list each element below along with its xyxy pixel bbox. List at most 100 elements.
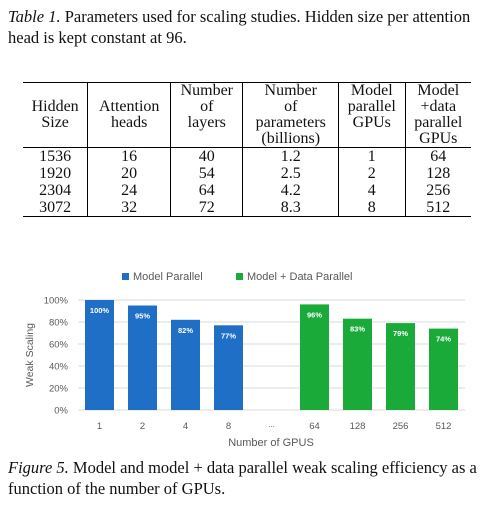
bar-model-parallel bbox=[214, 325, 243, 410]
table-cell: 1920 bbox=[23, 165, 89, 182]
table-caption: Table 1. Parameters used for scaling stu… bbox=[8, 6, 482, 48]
table-cell: 2 bbox=[338, 165, 406, 182]
data-label: 82% bbox=[178, 326, 193, 335]
figure-caption: Figure 5. Model and model + data paralle… bbox=[8, 457, 482, 499]
table-caption-text: Parameters used for scaling studies. Hid… bbox=[8, 7, 471, 47]
x-tick-label: 2 bbox=[140, 421, 145, 432]
table-cell: 16 bbox=[87, 147, 172, 165]
legend-swatch bbox=[236, 273, 243, 280]
table-row: 1920 20 54 2.5 2 128 bbox=[23, 165, 471, 182]
table-cell: 3072 bbox=[23, 199, 89, 217]
bar-model-data-parallel bbox=[386, 323, 415, 410]
table-header-cell: GPUs bbox=[405, 131, 471, 148]
table-header-cell bbox=[170, 131, 244, 148]
table-header-cell: Attention bbox=[87, 99, 172, 115]
table-cell: 128 bbox=[426, 164, 451, 182]
parameters-table: Number Number Model Model Hidden Attention of o… bbox=[23, 82, 471, 217]
table-cell: 2304 bbox=[23, 182, 89, 199]
bar-model-data-parallel bbox=[343, 318, 372, 410]
data-label: 79% bbox=[393, 329, 408, 338]
table-cell: 256 bbox=[426, 181, 451, 199]
table-cell: 4.2 bbox=[242, 182, 340, 199]
x-axis-title: Number of GPUS bbox=[228, 437, 314, 449]
table-header-cell: Hidden bbox=[23, 99, 89, 115]
table-header-cell: of bbox=[242, 99, 340, 115]
table-header-cell: layers bbox=[170, 115, 244, 131]
table-header-cell: Size bbox=[23, 115, 89, 131]
table-header-cell: Number bbox=[242, 82, 340, 99]
x-tick-label: 512 bbox=[436, 421, 452, 432]
table-cell: 4 bbox=[338, 182, 406, 199]
table-header-row: Size heads layers parameters GPUs parallel bbox=[23, 115, 471, 131]
table-cell: 1536 bbox=[23, 147, 89, 165]
table-cell: 8.3 bbox=[242, 199, 340, 217]
data-label: 96% bbox=[307, 310, 322, 319]
table-header-row: Number Number Model Model bbox=[23, 82, 471, 99]
table-caption-label: Table 1. bbox=[8, 7, 61, 26]
table-row: 2304 24 64 4.2 4 256 bbox=[23, 182, 471, 199]
data-label: 100% bbox=[90, 306, 110, 315]
x-tick-label: 128 bbox=[350, 421, 366, 432]
legend-entry: Model + Data Parallel bbox=[247, 271, 352, 283]
data-label: 77% bbox=[221, 331, 236, 340]
figure-caption-label: Figure 5. bbox=[8, 458, 69, 477]
legend-entry: Model Parallel bbox=[133, 271, 203, 283]
table-cell: 64 bbox=[430, 147, 447, 165]
bar-model-parallel bbox=[171, 319, 200, 410]
table-header-cell: (billions) bbox=[242, 131, 340, 148]
table-header-cell: parallel bbox=[338, 99, 406, 115]
table-header-cell: +data bbox=[420, 98, 457, 115]
data-label: 95% bbox=[135, 312, 150, 321]
bar-model-data-parallel bbox=[429, 328, 458, 410]
table-header-cell: parameters bbox=[242, 115, 340, 131]
table-header-cell: GPUs bbox=[338, 115, 406, 131]
table-header-cell: parallel bbox=[414, 114, 463, 131]
table-cell: 1.2 bbox=[242, 147, 340, 165]
table-header-cell bbox=[23, 131, 89, 148]
table-cell: 8 bbox=[338, 199, 406, 217]
y-tick-label: 0% bbox=[54, 406, 68, 417]
data-label: 83% bbox=[350, 325, 365, 334]
y-tick-label: 40% bbox=[49, 362, 69, 373]
legend-swatch bbox=[122, 273, 129, 280]
y-tick-label: 80% bbox=[49, 318, 69, 329]
table-cell: 24 bbox=[87, 182, 172, 199]
x-tick-label: 64 bbox=[309, 421, 320, 432]
table-header-row: (billions) GPUs bbox=[23, 131, 471, 148]
table-header-cell: of bbox=[170, 99, 244, 115]
table-header-cell bbox=[338, 131, 406, 148]
data-label: 74% bbox=[436, 335, 451, 344]
y-axis-title: Weak Scaling bbox=[24, 323, 36, 387]
table-cell: 512 bbox=[405, 199, 471, 217]
table-header-cell bbox=[87, 131, 172, 148]
table-cell: 32 bbox=[87, 199, 172, 217]
table-header-cell: Number bbox=[170, 82, 244, 99]
table-row: 1536 16 40 1.2 1 64 bbox=[23, 147, 471, 165]
x-tick-label: 256 bbox=[393, 421, 409, 432]
table-cell: 54 bbox=[170, 165, 244, 182]
table-row: 3072 32 72 8.3 8 512 bbox=[23, 199, 471, 217]
table-cell: 40 bbox=[170, 147, 244, 165]
y-tick-label: 100% bbox=[44, 296, 69, 307]
table-cell: 72 bbox=[170, 199, 244, 217]
x-tick-label: ... bbox=[268, 420, 275, 429]
bar-model-parallel bbox=[85, 300, 114, 410]
bar-model-data-parallel bbox=[300, 304, 329, 410]
x-tick-label: 4 bbox=[183, 421, 188, 432]
table-cell: 2.5 bbox=[242, 165, 340, 182]
y-tick-label: 60% bbox=[49, 340, 69, 351]
table-header-cell bbox=[87, 82, 172, 99]
table-cell: 20 bbox=[87, 165, 172, 182]
figure-caption-text: Model and model + data parallel weak sca… bbox=[8, 458, 477, 498]
x-tick-label: 1 bbox=[97, 421, 102, 432]
table-header-cell: Model bbox=[405, 82, 471, 99]
table-cell: 1 bbox=[338, 147, 406, 165]
y-tick-label: 20% bbox=[49, 384, 69, 395]
weak-scaling-chart: 0% 20% 40% 60% 80% 100% 100% 95% 82% 77% 96% 83% 79%… bbox=[24, 271, 465, 449]
bar-model-parallel bbox=[128, 305, 157, 410]
table-header-cell: Model bbox=[338, 82, 406, 99]
table-header-row: Hidden Attention of of parallel +data bbox=[23, 99, 471, 115]
table-header-cell: heads bbox=[87, 115, 172, 131]
table-header-cell bbox=[23, 82, 89, 99]
table-cell: 64 bbox=[170, 182, 244, 199]
